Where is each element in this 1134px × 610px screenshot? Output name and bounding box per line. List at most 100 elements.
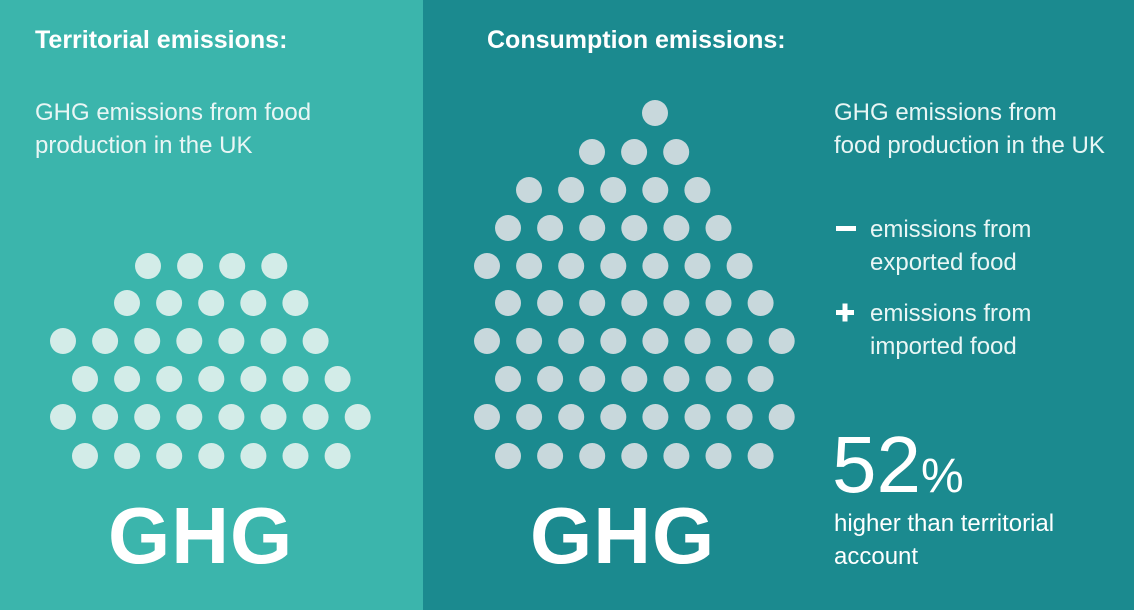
dot xyxy=(260,328,287,354)
dot xyxy=(240,290,267,316)
dot xyxy=(282,290,309,316)
dot xyxy=(516,404,543,430)
dot xyxy=(198,290,225,316)
dot xyxy=(516,177,542,203)
dot xyxy=(282,443,309,469)
dot xyxy=(198,366,225,392)
dot xyxy=(600,253,627,279)
dot xyxy=(302,328,329,354)
dot xyxy=(324,443,351,469)
dot xyxy=(92,328,119,354)
ghg-label: GHG xyxy=(530,491,716,580)
dot xyxy=(705,215,732,241)
dot xyxy=(176,404,203,430)
dot xyxy=(92,404,119,430)
dot xyxy=(642,177,669,203)
description: GHG emissions from food production in th… xyxy=(35,99,312,159)
dot xyxy=(219,253,246,279)
dot xyxy=(156,443,183,469)
dot xyxy=(705,366,732,392)
dot xyxy=(684,328,711,354)
dot xyxy=(537,290,564,316)
dot xyxy=(50,328,76,354)
dot xyxy=(72,366,98,392)
dot xyxy=(642,253,669,279)
dot xyxy=(579,443,606,469)
dot xyxy=(663,443,690,469)
dot xyxy=(50,404,76,430)
minus-icon xyxy=(836,226,856,231)
dot xyxy=(558,404,585,430)
dot xyxy=(516,328,543,354)
dot xyxy=(516,253,543,279)
dot xyxy=(324,366,351,392)
dot xyxy=(495,215,521,241)
dot xyxy=(642,404,669,430)
dot xyxy=(726,328,753,354)
adjustment: emissions from imported food xyxy=(870,300,1032,360)
dot xyxy=(747,366,774,392)
stat-number: 52 xyxy=(832,420,921,509)
dot xyxy=(768,328,795,354)
dot xyxy=(558,328,585,354)
dot xyxy=(621,443,648,469)
panel-title: Territorial emissions: xyxy=(35,26,288,54)
dot xyxy=(663,215,690,241)
dot xyxy=(495,443,521,469)
dot xyxy=(72,443,98,469)
dot xyxy=(495,366,521,392)
dot xyxy=(621,290,648,316)
dot xyxy=(579,215,606,241)
dot xyxy=(621,139,648,165)
dot xyxy=(642,328,669,354)
dot xyxy=(663,139,690,165)
stat-caption: higher than territorial account xyxy=(834,510,1055,570)
dot xyxy=(240,366,267,392)
dot xyxy=(156,366,183,392)
dot xyxy=(218,328,245,354)
dot xyxy=(176,328,203,354)
dot xyxy=(747,290,774,316)
description: GHG emissions from food production in th… xyxy=(834,99,1105,159)
dot xyxy=(114,443,141,469)
ghg-label: GHG xyxy=(108,491,294,580)
dot xyxy=(684,404,711,430)
dot xyxy=(684,177,711,203)
dot xyxy=(768,404,795,430)
stat-unit: % xyxy=(920,450,964,503)
dot xyxy=(134,328,161,354)
adjustment: emissions from exported food xyxy=(870,216,1032,276)
dot xyxy=(114,366,141,392)
plus-icon xyxy=(842,303,848,322)
dot xyxy=(261,253,288,279)
dot xyxy=(537,215,564,241)
dot xyxy=(600,177,627,203)
dot xyxy=(134,404,161,430)
dot xyxy=(558,177,585,203)
dot xyxy=(621,366,648,392)
dot xyxy=(747,443,774,469)
dot xyxy=(474,328,500,354)
dot xyxy=(600,328,627,354)
dot xyxy=(726,404,753,430)
dot xyxy=(579,290,606,316)
dot xyxy=(663,366,690,392)
dot xyxy=(177,253,204,279)
dot xyxy=(474,404,500,430)
dot xyxy=(495,290,521,316)
dot xyxy=(684,253,711,279)
dot xyxy=(260,404,287,430)
dot xyxy=(663,290,690,316)
dot xyxy=(537,366,564,392)
dot xyxy=(156,290,183,316)
dot xyxy=(642,100,668,126)
dot xyxy=(705,290,732,316)
dot xyxy=(282,366,309,392)
dot xyxy=(579,139,605,165)
dot xyxy=(474,253,500,279)
dot xyxy=(135,253,161,279)
dot xyxy=(218,404,245,430)
dot xyxy=(600,404,627,430)
